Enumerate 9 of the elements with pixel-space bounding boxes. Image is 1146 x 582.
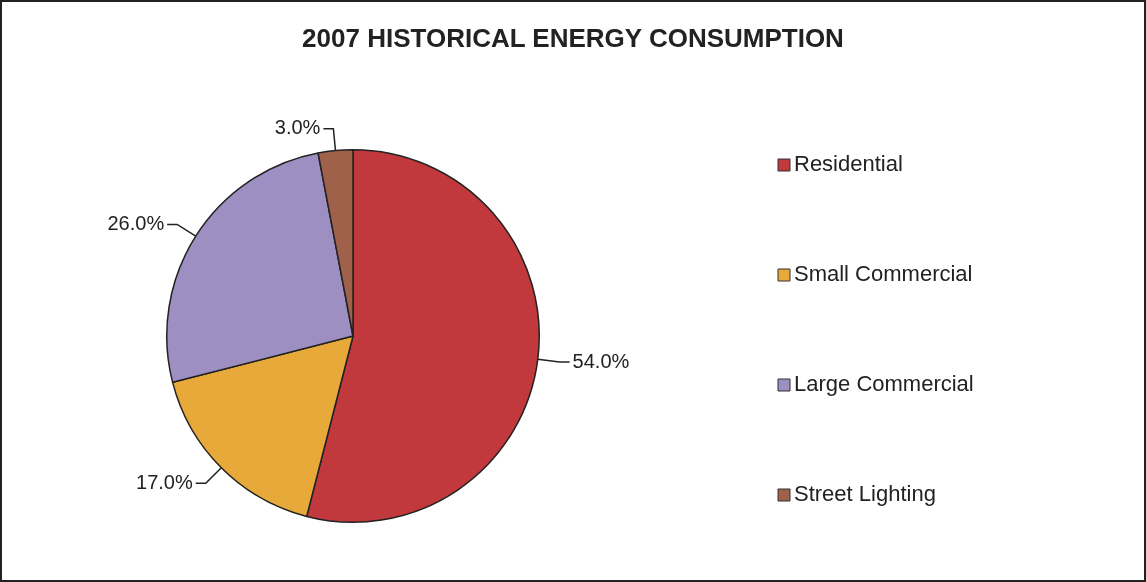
legend-label: Small Commercial <box>794 261 973 287</box>
data-label: 26.0% <box>107 211 165 234</box>
data-label: 3.0% <box>274 116 321 139</box>
data-label: 17.0% <box>136 470 193 493</box>
data-label: 54.0% <box>572 349 630 372</box>
chart-title: 2007 HISTORICAL ENERGY CONSUMPTION <box>302 23 844 54</box>
legend-label: Street Lighting <box>794 481 936 507</box>
legend-label: Residential <box>794 151 903 177</box>
legend-label: Large Commercial <box>794 371 974 397</box>
